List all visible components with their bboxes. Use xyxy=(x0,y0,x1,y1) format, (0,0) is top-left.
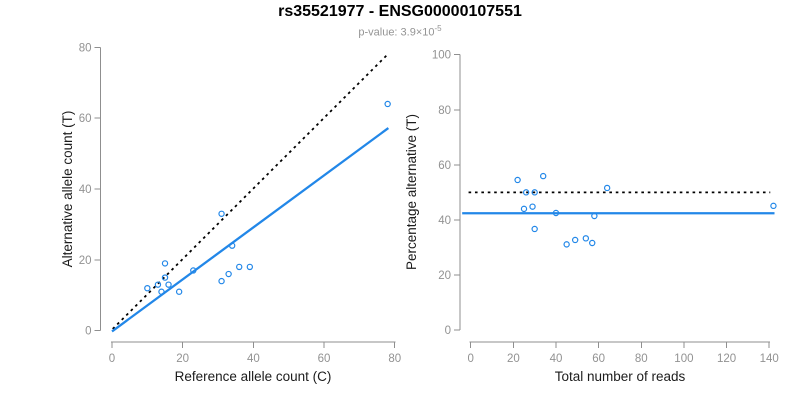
y-tick-label: 0 xyxy=(85,326,91,338)
x-tick-label: 0 xyxy=(109,353,115,365)
data-point xyxy=(571,236,579,244)
data-point xyxy=(218,210,225,217)
left-scatter-plot: 0 20 40 60 80 0 20 40 60 80 Reference allele count… xyxy=(60,42,401,384)
x-tick-label: 60 xyxy=(592,353,605,365)
data-point xyxy=(531,189,538,196)
y-tick-label: 0 xyxy=(445,325,451,337)
data-point xyxy=(158,288,165,295)
x-tick-label: 40 xyxy=(247,353,260,365)
identity-line xyxy=(112,53,389,330)
x-tick-label: 120 xyxy=(717,353,736,365)
data-point xyxy=(514,176,521,184)
data-point xyxy=(165,281,172,288)
y-tick-label: 100 xyxy=(432,50,451,62)
subtitle-pvalue-text: p-value: 3.9×10 xyxy=(358,26,435,39)
y-tick-label: 40 xyxy=(438,215,451,227)
y-tick-label: 60 xyxy=(79,113,92,125)
data-point xyxy=(246,263,254,271)
data-point xyxy=(175,288,183,295)
data-point xyxy=(582,235,590,242)
data-point xyxy=(539,172,547,180)
y-tick-label: 20 xyxy=(79,255,92,267)
x-tick-label: 20 xyxy=(176,353,189,365)
y-tick-label: 80 xyxy=(79,42,92,54)
data-point xyxy=(770,202,777,210)
data-point xyxy=(589,239,596,247)
data-point xyxy=(228,242,236,249)
data-point xyxy=(591,212,598,220)
x-tick-label: 20 xyxy=(507,353,520,365)
data-point xyxy=(520,205,528,213)
data-point xyxy=(218,277,225,285)
y-tick-label: 60 xyxy=(438,160,451,172)
data-point xyxy=(531,225,538,233)
figure-subtitle: p-value: 3.9×10-5 xyxy=(0,24,800,39)
y-axis-title: Percentage alternative (T) xyxy=(404,114,419,270)
x-tick-label: 40 xyxy=(550,353,563,365)
figure-title: rs35521977 - ENSG00000107551 xyxy=(278,3,522,20)
data-point xyxy=(144,284,151,292)
x-tick-label: 0 xyxy=(467,353,473,365)
y-axis-title: Alternative allele count (T) xyxy=(60,111,75,268)
x-axis-title: Reference allele count (C) xyxy=(175,369,332,384)
data-point xyxy=(190,267,197,274)
data-point xyxy=(603,184,611,192)
data-point xyxy=(161,260,169,267)
data-point xyxy=(225,270,232,278)
x-tick-label: 140 xyxy=(760,353,779,365)
y-tick-label: 40 xyxy=(79,184,92,196)
x-tick-label: 60 xyxy=(318,353,331,365)
y-tick-label: 20 xyxy=(438,270,451,282)
right-scatter-plot: 0 20 40 60 80 100 0 20 40 60 80 100 120 140 Total numb… xyxy=(404,50,779,384)
data-point xyxy=(161,274,169,281)
x-axis-title: Total number of reads xyxy=(555,369,686,384)
data-point xyxy=(154,281,162,288)
data-point xyxy=(552,209,560,217)
data-point xyxy=(522,189,530,196)
x-tick-label: 100 xyxy=(674,353,693,365)
regression-line xyxy=(111,127,390,333)
data-point xyxy=(384,100,391,108)
data-point xyxy=(529,203,536,210)
y-tick-label: 80 xyxy=(438,105,451,117)
x-tick-label: 80 xyxy=(635,353,648,365)
subtitle-pvalue-exponent: -5 xyxy=(434,24,442,33)
data-point xyxy=(236,263,243,271)
x-tick-label: 80 xyxy=(388,353,401,365)
data-point xyxy=(563,241,570,248)
